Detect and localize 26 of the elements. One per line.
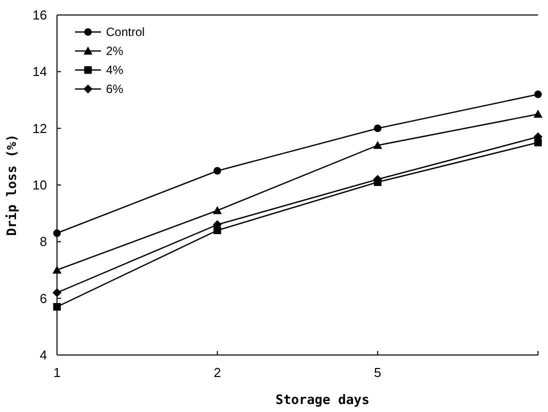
y-tick-label: 14 bbox=[32, 64, 47, 80]
point bbox=[374, 124, 382, 132]
legend-label: 4% bbox=[106, 63, 124, 78]
x-tick-label: 1 bbox=[53, 365, 61, 380]
x-axis-title: Storage days bbox=[276, 393, 370, 408]
y-tick-label: 10 bbox=[32, 178, 47, 193]
point bbox=[52, 266, 62, 274]
legend-label: 2% bbox=[106, 44, 124, 58]
y-tick-label: 12 bbox=[32, 120, 47, 136]
point bbox=[373, 140, 382, 149]
y-tick-label: 6 bbox=[40, 290, 47, 306]
point bbox=[53, 303, 61, 311]
x-tick-label: 2 bbox=[214, 365, 221, 380]
y-tick-label: 16 bbox=[32, 8, 47, 23]
point bbox=[214, 167, 222, 175]
x-tick-label: 5 bbox=[374, 365, 382, 380]
point bbox=[53, 229, 61, 237]
point bbox=[534, 90, 542, 98]
legend-label: Control bbox=[106, 25, 145, 40]
point bbox=[52, 288, 62, 298]
y-tick-label: 8 bbox=[40, 234, 47, 250]
y-axis-title: Drip loss (%) bbox=[5, 134, 20, 236]
legend-label: 6% bbox=[106, 82, 124, 96]
point bbox=[212, 206, 222, 214]
point bbox=[534, 110, 542, 118]
y-tick-label: 4 bbox=[40, 348, 47, 363]
